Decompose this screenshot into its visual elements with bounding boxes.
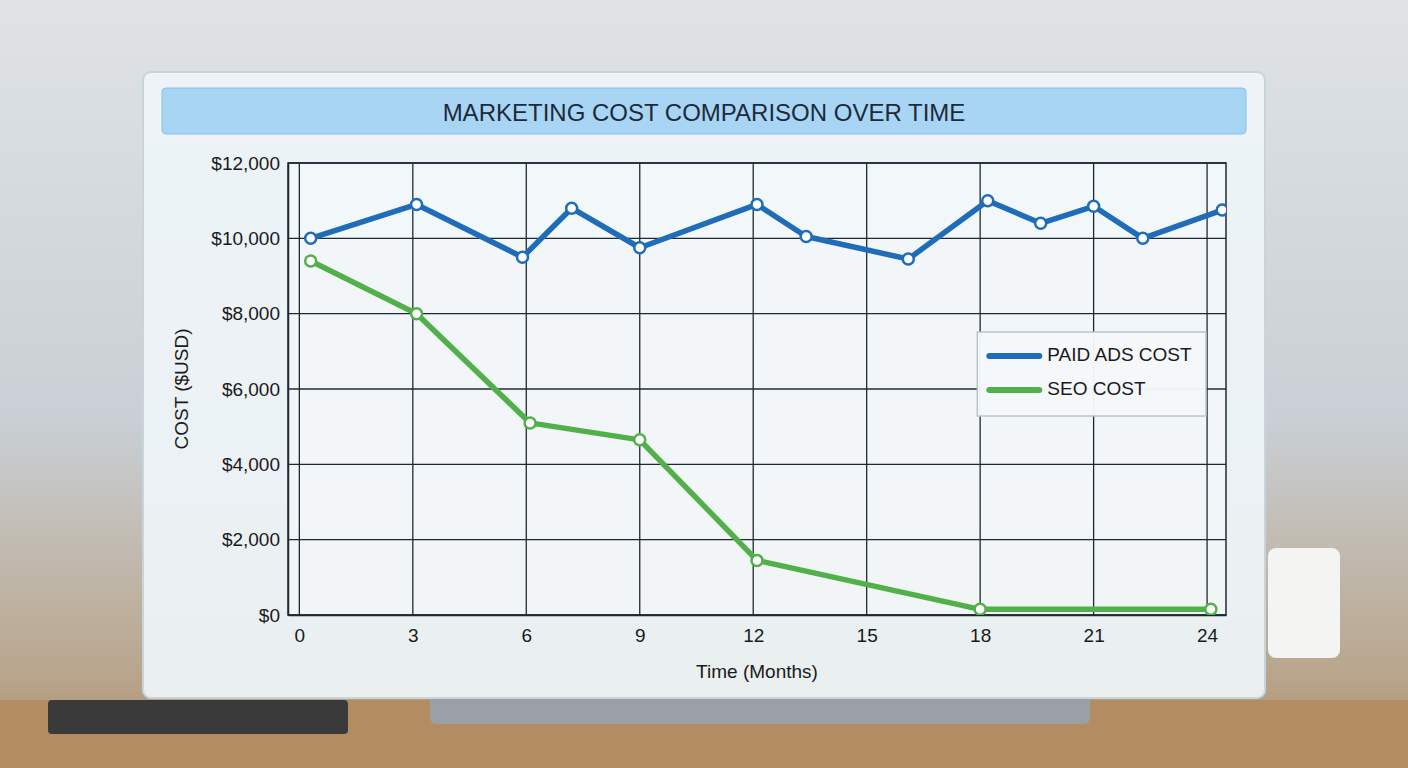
y-axis: $0 $2,000 $4,000 $6,000 $8,000 $10,000 $12,000	[211, 153, 288, 626]
series-marker	[975, 604, 986, 615]
series-line	[311, 201, 1223, 259]
chart-svg: MARKETING COST COMPARISON OVER TIME $0 $2,…	[0, 0, 1408, 768]
x-tick: 21	[1084, 615, 1105, 646]
grid-line-x	[526, 163, 527, 615]
grid-line-x	[412, 163, 413, 615]
x-tick-label: 21	[1084, 625, 1105, 646]
y-tick: $4,000	[222, 454, 288, 475]
series-line	[311, 261, 1211, 609]
grid-line-y	[288, 464, 1226, 465]
title: MARKETING COST COMPARISON OVER TIME	[443, 99, 966, 126]
grid-line-x	[866, 163, 867, 615]
legend-swatch	[989, 387, 1039, 393]
y-tick: $12,000	[211, 153, 288, 174]
x-tick: 18	[970, 615, 991, 646]
y-tick: $8,000	[222, 303, 288, 324]
mug	[1268, 548, 1340, 658]
x-axis: 0 3 6 9 12 15 18 21 24	[289, 615, 1227, 646]
y-tick-label: $8,000	[222, 303, 280, 324]
title-bar	[162, 88, 1246, 134]
y-tick-label: $12,000	[211, 153, 280, 174]
legend-label: PAID ADS COST	[1047, 344, 1192, 365]
x-tick: 12	[743, 615, 764, 646]
series-marker	[1205, 604, 1216, 615]
notebook	[48, 700, 348, 734]
series-marker	[801, 231, 812, 242]
panel	[143, 72, 1265, 698]
y-tick: $6,000	[222, 379, 288, 400]
y-axis-title: COST ($USD)	[171, 328, 192, 449]
series-marker	[517, 252, 528, 263]
series-marker	[305, 255, 316, 266]
grid	[288, 163, 1226, 615]
series-marker	[305, 233, 316, 244]
series-marker	[525, 417, 536, 428]
plot-area	[288, 163, 1226, 615]
x-tick-label: 18	[970, 625, 991, 646]
legend-box	[977, 332, 1206, 416]
grid-line-y	[288, 539, 1226, 540]
series-marker	[903, 254, 914, 265]
x-tick: 9	[635, 615, 646, 646]
x-tick-label: 15	[857, 625, 878, 646]
marks	[305, 195, 1226, 615]
series-marker	[1088, 201, 1099, 212]
series-marker	[1137, 233, 1148, 244]
series-marker	[1217, 205, 1226, 216]
grid-line-y	[288, 238, 1226, 239]
grid-line-x	[639, 163, 640, 615]
x-tick-label: 9	[635, 625, 646, 646]
plot-frame	[288, 163, 1226, 615]
y-tick-label: $0	[259, 605, 280, 626]
grid-line-y	[288, 313, 1226, 314]
x-axis-line	[289, 615, 1227, 617]
y-tick-label: $2,000	[222, 529, 280, 550]
x-tick: 6	[521, 615, 532, 646]
series-marker	[1035, 218, 1046, 229]
series-marker	[634, 434, 645, 445]
series-marker	[411, 308, 422, 319]
y-axis-line	[288, 164, 290, 616]
grid-line-x	[753, 163, 754, 615]
legend-swatch	[989, 353, 1039, 359]
x-tick: 3	[408, 615, 419, 646]
y-tick: $0	[259, 605, 288, 626]
y-tick-label: $6,000	[222, 379, 280, 400]
x-tick-label: 0	[295, 625, 306, 646]
series-marker	[634, 242, 645, 253]
series-marker	[752, 199, 763, 210]
legend: PAID ADS COST SEO COST	[977, 332, 1206, 416]
x-tick-label: 3	[408, 625, 419, 646]
series-marker	[411, 199, 422, 210]
x-tick-label: 24	[1197, 625, 1219, 646]
legend-label: SEO COST	[1047, 378, 1146, 399]
x-tick-label: 6	[521, 625, 532, 646]
x-tick: 15	[857, 615, 878, 646]
series-marker	[566, 203, 577, 214]
x-tick-label: 12	[743, 625, 764, 646]
series-marker	[982, 195, 993, 206]
y-tick-label: $10,000	[211, 228, 280, 249]
y-tick-label: $4,000	[222, 454, 280, 475]
y-tick: $2,000	[222, 529, 288, 550]
x-axis-title: Time (Months)	[696, 661, 818, 682]
series-marker	[752, 555, 763, 566]
x-tick: 0	[295, 615, 306, 646]
grid-line-x	[299, 163, 300, 615]
x-tick: 24	[1197, 615, 1219, 646]
y-tick: $10,000	[211, 228, 288, 249]
